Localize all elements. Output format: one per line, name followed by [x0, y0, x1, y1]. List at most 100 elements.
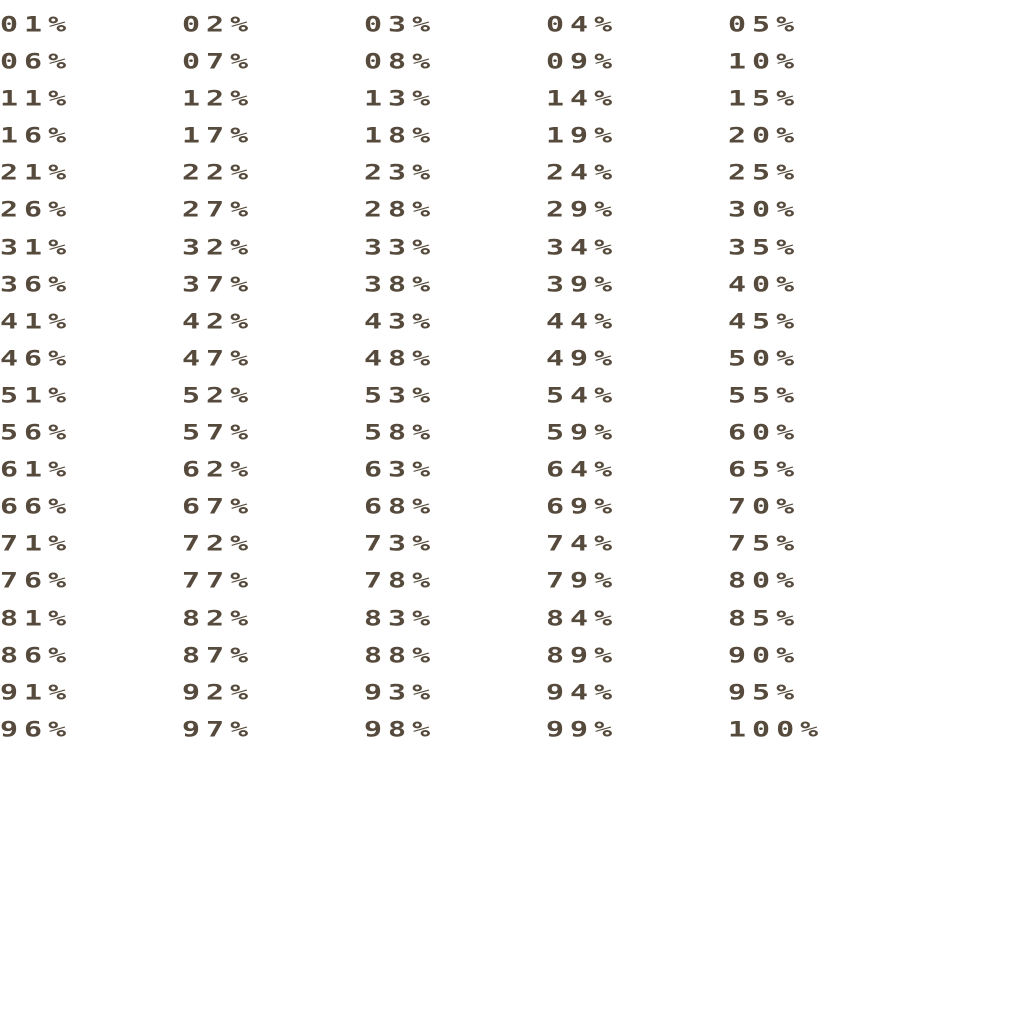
percent-label: 45%: [728, 308, 801, 334]
percent-label: 27%: [182, 197, 255, 223]
percent-label: 60%: [728, 419, 801, 446]
percent-label: 59%: [546, 419, 619, 446]
percent-label: 98%: [364, 716, 437, 742]
percent-label: 01%: [0, 11, 73, 38]
percent-label: 37%: [182, 271, 255, 297]
percent-label: 70%: [728, 494, 801, 520]
percent-label: 13%: [364, 86, 437, 112]
percent-label: 40%: [728, 271, 801, 297]
percent-label: 50%: [728, 345, 801, 371]
percent-label: 89%: [546, 642, 619, 668]
percent-label: 76%: [0, 568, 73, 594]
percent-label: 86%: [0, 642, 73, 668]
percent-label: 16%: [0, 123, 73, 149]
percent-label: 99%: [546, 716, 619, 742]
percent-label: 49%: [546, 345, 619, 371]
percent-label: 75%: [728, 531, 801, 557]
percent-label: 73%: [364, 531, 437, 557]
percent-label: 15%: [728, 86, 801, 112]
percent-label: 58%: [364, 419, 437, 446]
percent-label: 08%: [364, 49, 437, 75]
percent-label: 36%: [0, 271, 73, 297]
percent-label: 92%: [182, 679, 255, 705]
percent-label: 62%: [182, 457, 255, 483]
percent-label: 41%: [0, 308, 73, 334]
percent-label: 04%: [546, 11, 619, 38]
percent-label: 31%: [0, 234, 73, 260]
percent-label: 80%: [728, 568, 801, 594]
percent-label: 61%: [0, 457, 73, 483]
percent-label: 52%: [182, 382, 255, 409]
percent-label: 34%: [546, 234, 619, 260]
percent-label: 06%: [0, 49, 73, 75]
percent-label: 68%: [364, 494, 437, 520]
percent-label: 66%: [0, 494, 73, 520]
percent-label: 33%: [364, 234, 437, 260]
percent-label: 84%: [546, 605, 619, 631]
percent-label: 51%: [0, 382, 73, 409]
percent-label: 71%: [0, 531, 73, 557]
percent-label: 77%: [182, 568, 255, 594]
percent-label: 20%: [728, 123, 801, 149]
percent-label: 24%: [546, 160, 619, 186]
percent-label: 64%: [546, 457, 619, 483]
percent-label: 72%: [182, 531, 255, 557]
percent-label: 48%: [364, 345, 437, 371]
percent-label: 09%: [546, 49, 619, 75]
percent-label: 26%: [0, 197, 73, 223]
percent-label: 83%: [364, 605, 437, 631]
percent-label: 55%: [728, 382, 801, 409]
percent-label: 07%: [182, 49, 255, 75]
percent-label: 82%: [182, 605, 255, 631]
percent-label: 78%: [364, 568, 437, 594]
percent-label: 21%: [0, 160, 73, 186]
percent-label: 02%: [182, 11, 255, 38]
percent-label: 38%: [364, 271, 437, 297]
percent-label: 57%: [182, 419, 255, 446]
percent-label: 96%: [0, 716, 73, 742]
percent-label: 95%: [728, 679, 801, 705]
percent-label: 69%: [546, 494, 619, 520]
percent-label: 23%: [364, 160, 437, 186]
percent-label: 17%: [182, 123, 255, 149]
percent-label: 90%: [728, 642, 801, 668]
percent-label: 05%: [728, 11, 801, 38]
percent-label: 11%: [0, 86, 73, 112]
percent-label: 87%: [182, 642, 255, 668]
percentage-sprite-sheet: 01% 02% 03% 04% 05% 06% 07% 08% 09% 10% 11% 12% 13% 1…: [0, 6, 910, 748]
percent-label: 100%: [728, 716, 825, 742]
percent-label: 97%: [182, 716, 255, 742]
percent-label: 28%: [364, 197, 437, 223]
percent-label: 94%: [546, 679, 619, 705]
percent-label: 91%: [0, 679, 73, 705]
percent-label: 14%: [546, 86, 619, 112]
percent-label: 63%: [364, 457, 437, 483]
percent-label: 53%: [364, 382, 437, 409]
percent-label: 47%: [182, 345, 255, 371]
percent-label: 22%: [182, 160, 255, 186]
percent-label: 74%: [546, 531, 619, 557]
percent-label: 19%: [546, 123, 619, 149]
percent-label: 32%: [182, 234, 255, 260]
percent-label: 39%: [546, 271, 619, 297]
percent-label: 10%: [728, 49, 801, 75]
percent-label: 67%: [182, 494, 255, 520]
percent-label: 85%: [728, 605, 801, 631]
percent-label: 93%: [364, 679, 437, 705]
percent-label: 88%: [364, 642, 437, 668]
percent-label: 12%: [182, 86, 255, 112]
percent-label: 46%: [0, 345, 73, 371]
percent-label: 65%: [728, 457, 801, 483]
percent-label: 56%: [0, 419, 73, 446]
percent-label: 25%: [728, 160, 801, 186]
percent-label: 54%: [546, 382, 619, 409]
percent-label: 30%: [728, 197, 801, 223]
percent-label: 81%: [0, 605, 73, 631]
percent-label: 35%: [728, 234, 801, 260]
percent-label: 29%: [546, 197, 619, 223]
percent-label: 44%: [546, 308, 619, 334]
percent-label: 18%: [364, 123, 437, 149]
percent-label: 43%: [364, 308, 437, 334]
percent-label: 42%: [182, 308, 255, 334]
percent-label: 79%: [546, 568, 619, 594]
